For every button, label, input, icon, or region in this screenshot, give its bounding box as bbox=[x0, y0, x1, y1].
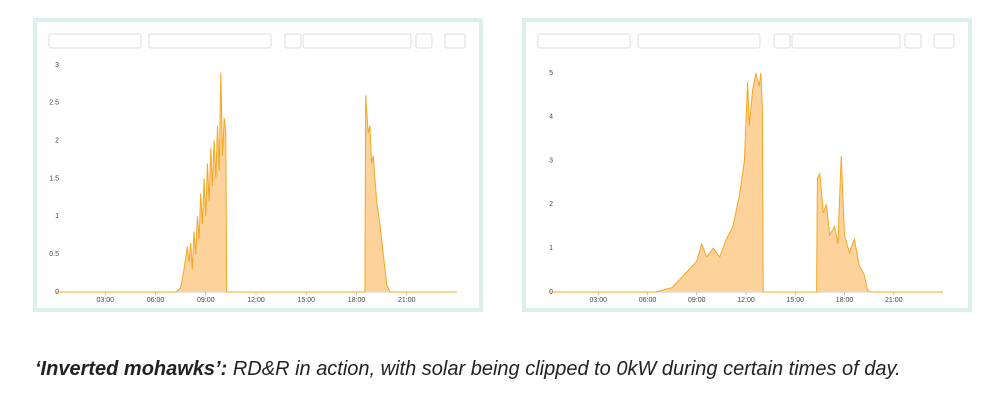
y-tick-label: 0.5 bbox=[49, 251, 59, 258]
date-select[interactable] bbox=[791, 33, 901, 49]
date-select[interactable] bbox=[302, 33, 412, 49]
x-tick-label: 18:00 bbox=[836, 297, 854, 304]
y-tick-label: 3 bbox=[549, 157, 553, 164]
y-tick-label: 1.5 bbox=[49, 175, 59, 182]
y-tick-label: 1 bbox=[55, 213, 59, 220]
x-tick-label: 18:00 bbox=[348, 297, 366, 304]
chart: DaySelect metrics1 SelectedSundayNovembe… bbox=[33, 18, 483, 312]
y-tick-label: 5 bbox=[549, 70, 553, 77]
y-tick-label: 2 bbox=[549, 201, 553, 208]
reset-button[interactable] bbox=[933, 33, 955, 49]
line bbox=[55, 72, 457, 293]
x-tick-label: 03:00 bbox=[96, 297, 114, 304]
charts: DaySelect metrics1 SelectedSundayNovembe… bbox=[33, 18, 972, 312]
next-button[interactable] bbox=[415, 33, 433, 49]
panel bbox=[33, 18, 483, 312]
caption-bold: ‘Inverted mohawks’: bbox=[35, 358, 228, 380]
prev-button[interactable] bbox=[284, 33, 302, 49]
y-tick-label: 2 bbox=[55, 138, 59, 145]
x-tick-label: 06:00 bbox=[147, 297, 165, 304]
y-tick-label: 4 bbox=[549, 114, 553, 121]
caption-text: RD&R in action, with solar being clipped… bbox=[227, 358, 901, 380]
chart: DaySelect metrics1 SelectedYesterdayNove… bbox=[522, 18, 972, 312]
y-tick-label: 3 bbox=[55, 62, 59, 69]
x-tick-label: 21:00 bbox=[398, 297, 416, 304]
x-tick-label: 15:00 bbox=[786, 297, 804, 304]
x-tick-label: 06:00 bbox=[639, 297, 657, 304]
line bbox=[549, 72, 943, 293]
x-tick-label: 09:00 bbox=[688, 297, 706, 304]
x-tick-label: 15:00 bbox=[297, 297, 315, 304]
next-button[interactable] bbox=[904, 33, 922, 49]
x-tick-label: 09:00 bbox=[197, 297, 215, 304]
caption: ‘Inverted mohawks’: RD&R in action, with… bbox=[35, 358, 901, 381]
y-tick-label: 2.5 bbox=[49, 100, 59, 107]
metrics-select[interactable] bbox=[148, 33, 272, 49]
reset-button[interactable] bbox=[444, 33, 466, 49]
x-tick-label: 03:00 bbox=[589, 297, 607, 304]
prev-button[interactable] bbox=[773, 33, 791, 49]
metrics-select[interactable] bbox=[637, 33, 761, 49]
x-tick-label: 12:00 bbox=[247, 297, 265, 304]
period-select[interactable] bbox=[48, 33, 142, 49]
x-tick-label: 21:00 bbox=[885, 297, 903, 304]
period-select[interactable] bbox=[537, 33, 631, 49]
x-tick-label: 12:00 bbox=[737, 297, 755, 304]
area bbox=[549, 73, 943, 292]
y-tick-label: 1 bbox=[549, 245, 553, 252]
